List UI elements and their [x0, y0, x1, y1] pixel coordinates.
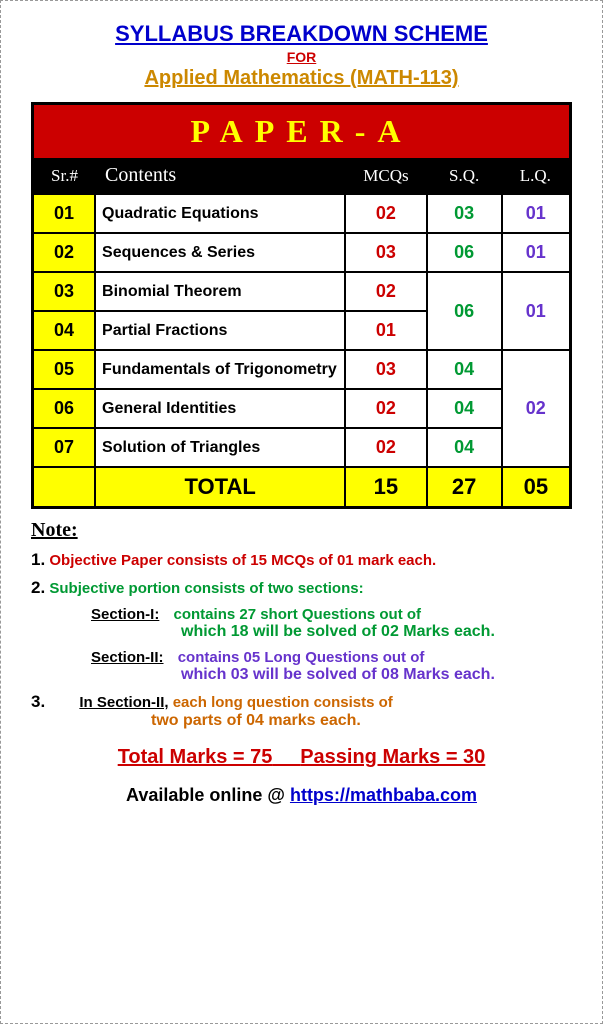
main-title: SYLLABUS BREAKDOWN SCHEME	[31, 21, 572, 47]
note-3-text-a: each long question consists of	[173, 694, 393, 711]
mcq-cell: 02	[345, 428, 426, 467]
paper-header: PAPER-A	[33, 104, 571, 159]
mcq-cell: 03	[345, 233, 426, 272]
total-marks: Total Marks = 75	[118, 746, 273, 768]
content-cell: General Identities	[95, 389, 345, 428]
note-1-text: Objective Paper consists of 15 MCQs of 0…	[49, 552, 436, 569]
mcq-cell: 02	[345, 272, 426, 311]
marks-line: Total Marks = 75 Passing Marks = 30	[31, 746, 572, 769]
content-cell: Quadratic Equations	[95, 194, 345, 233]
section-1-label: Section-I:	[91, 606, 159, 623]
section-1: Section-I: contains 27 short Questions o…	[31, 606, 572, 623]
section-2-label: Section-II:	[91, 649, 164, 666]
sq-cell: 03	[427, 194, 502, 233]
note-2: 2. Subjective portion consists of two se…	[31, 578, 572, 598]
sr-cell: 03	[33, 272, 96, 311]
table-row: 02 Sequences & Series 03 06 01	[33, 233, 571, 272]
col-sr: Sr.#	[33, 158, 96, 194]
sq-cell: 04	[427, 350, 502, 389]
col-lq: L.Q.	[502, 158, 571, 194]
footer-url[interactable]: https://mathbaba.com	[290, 785, 477, 805]
footer-line: Available online @ https://mathbaba.com	[31, 785, 572, 806]
sr-cell: 04	[33, 311, 96, 350]
sq-cell: 06	[427, 233, 502, 272]
sq-cell: 04	[427, 389, 502, 428]
sr-cell: 07	[33, 428, 96, 467]
content-cell: Fundamentals of Trigonometry	[95, 350, 345, 389]
note-3: 3. In Section-II, each long question con…	[31, 692, 572, 712]
sr-cell: 01	[33, 194, 96, 233]
mcq-cell: 02	[345, 389, 426, 428]
content-cell: Binomial Theorem	[95, 272, 345, 311]
col-contents: Contents	[95, 158, 345, 194]
table-row: 03 Binomial Theorem 02 06 01	[33, 272, 571, 311]
note-1: 1. Objective Paper consists of 15 MCQs o…	[31, 550, 572, 570]
note-num: 2.	[31, 578, 45, 597]
section-1-text-a: contains 27 short Questions out of	[174, 606, 422, 623]
total-label: TOTAL	[95, 467, 345, 508]
section-2-text-b: which 03 will be solved of 08 Marks each…	[181, 666, 572, 684]
sq-cell-merged: 06	[427, 272, 502, 350]
note-3-label: In Section-II,	[79, 694, 168, 711]
section-2: Section-II: contains 05 Long Questions o…	[31, 649, 572, 666]
mcq-cell: 02	[345, 194, 426, 233]
passing-marks: Passing Marks = 30	[300, 746, 485, 768]
footer-text: Available online @	[126, 785, 290, 805]
total-row: TOTAL 15 27 05	[33, 467, 571, 508]
total-sq: 27	[427, 467, 502, 508]
table-row: 06 General Identities 02 04	[33, 389, 571, 428]
total-blank	[33, 467, 96, 508]
col-sq: S.Q.	[427, 158, 502, 194]
col-mcqs: MCQs	[345, 158, 426, 194]
table-row: 01 Quadratic Equations 02 03 01	[33, 194, 571, 233]
mcq-cell: 03	[345, 350, 426, 389]
note-num: 3.	[31, 692, 45, 711]
syllabus-table: PAPER-A Sr.# Contents MCQs S.Q. L.Q. 01 …	[31, 102, 572, 509]
section-2-text-a: contains 05 Long Questions out of	[178, 649, 425, 666]
total-lq: 05	[502, 467, 571, 508]
sr-cell: 05	[33, 350, 96, 389]
table-row: 07 Solution of Triangles 02 04	[33, 428, 571, 467]
lq-cell-merged: 02	[502, 350, 571, 467]
sr-cell: 06	[33, 389, 96, 428]
for-label: FOR	[31, 49, 572, 65]
note-2-text: Subjective portion consists of two secti…	[49, 580, 363, 597]
mcq-cell: 01	[345, 311, 426, 350]
lq-cell-merged: 01	[502, 272, 571, 350]
column-header-row: Sr.# Contents MCQs S.Q. L.Q.	[33, 158, 571, 194]
section-1-text-b: which 18 will be solved of 02 Marks each…	[181, 623, 572, 641]
lq-cell: 01	[502, 194, 571, 233]
content-cell: Sequences & Series	[95, 233, 345, 272]
note-num: 1.	[31, 550, 45, 569]
table-row: 05 Fundamentals of Trigonometry 03 04 02	[33, 350, 571, 389]
content-cell: Solution of Triangles	[95, 428, 345, 467]
total-mcq: 15	[345, 467, 426, 508]
sq-cell: 04	[427, 428, 502, 467]
course-subtitle: Applied Mathematics (MATH-113)	[31, 67, 572, 90]
sr-cell: 02	[33, 233, 96, 272]
note-heading: Note:	[31, 519, 572, 542]
content-cell: Partial Fractions	[95, 311, 345, 350]
note-3-text-b: two parts of 04 marks each.	[151, 712, 572, 730]
lq-cell: 01	[502, 233, 571, 272]
